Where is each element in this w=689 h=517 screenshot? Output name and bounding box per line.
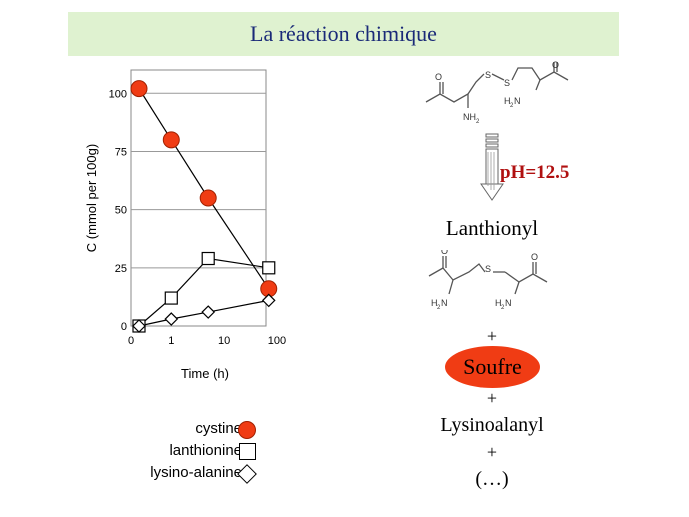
product-other: (…) [475, 468, 509, 490]
data-point-lanthionine [164, 291, 178, 305]
gridlines [131, 92, 266, 269]
data-point-lysino-alanine [261, 293, 276, 308]
lanthionyl-structure: O S O H 2 N H 2 N [428, 250, 548, 311]
y-tick-label: 25 [115, 263, 127, 275]
y-axis-label: C (mmol per 100g) [84, 144, 99, 252]
cystine-structure: O S S O NH 2 H 2 N [425, 60, 569, 125]
y-tick-label: 50 [115, 205, 127, 217]
data-point-lysino-alanine [201, 305, 216, 319]
mid-s-label: S [485, 264, 491, 274]
top-nh2-left-label: NH [463, 112, 476, 122]
legend-item-cystine: cystine [128, 418, 268, 440]
data-point-lysino-alanine [164, 312, 179, 326]
product-lysinoalanyl: Lysinoalanyl [440, 414, 544, 436]
mid-nh-left-sub: 2 [437, 305, 441, 311]
x-axis-label: Time (h) [181, 366, 229, 381]
legend-label-cystine: cystine [195, 420, 242, 437]
data-point-cystine [199, 189, 217, 207]
data-point-lysino-alanine [132, 319, 146, 333]
plot-area: 0 25 50 75 100 0 1 10 100 [109, 69, 286, 347]
legend-label-lanthionine: lanthionine [169, 442, 242, 459]
y-tick-label: 0 [121, 321, 127, 333]
top-s1-label: S [485, 70, 491, 80]
data-point-lanthionine [201, 251, 215, 266]
top-o2-label: O [552, 60, 559, 70]
series-line-cystine [138, 88, 270, 290]
line-chart: 0 25 50 75 100 0 1 10 100 C (mmol per 100g) Tim… [84, 69, 286, 381]
y-tick-label: 100 [109, 88, 127, 100]
top-nh2-right-n: N [514, 96, 521, 106]
series-line-lanthionine [138, 257, 269, 327]
mid-nh-right-label: H [495, 298, 502, 308]
data-point-lanthionine [262, 261, 276, 275]
x-tick-label: 0 [128, 335, 134, 347]
legend-label-lysino-alanine: lysino-alanine [150, 464, 242, 481]
lanthionyl-bonds [428, 256, 548, 295]
top-nh2-right-label: H [504, 96, 511, 106]
plus-sign-1: + [486, 326, 498, 346]
chart-legend: cystine lanthionine lysino-alanine [128, 418, 268, 484]
data-point-cystine [130, 80, 148, 98]
mid-nh-right-n: N [505, 298, 512, 308]
mid-o2-label: O [531, 252, 538, 262]
x-tick-label: 10 [218, 335, 230, 347]
y-tick-labels: 0 25 50 75 100 [109, 88, 127, 333]
x-tick-label: 1 [168, 335, 174, 347]
ph-condition: pH=12.5 [500, 162, 570, 183]
data-point-cystine [162, 131, 180, 149]
plus-sign-3: + [486, 442, 498, 462]
y-tick-label: 75 [115, 146, 127, 158]
product-lanthionyl: Lanthionyl [445, 216, 539, 240]
mid-nh-left-label: H [431, 298, 438, 308]
x-tick-label: 100 [268, 335, 286, 347]
mid-nh-right-sub: 2 [501, 305, 505, 311]
series-line-lysino-alanine [138, 299, 269, 327]
x-tick-labels: 0 1 10 100 [128, 335, 286, 347]
mid-nh-left-n: N [441, 298, 448, 308]
reaction-arrow-icon [480, 133, 504, 201]
circle-marker-icon [238, 421, 256, 439]
plus-sign-2: + [486, 388, 498, 408]
product-soufre: Soufre [445, 346, 540, 388]
title-banner: La réaction chimique [68, 12, 619, 56]
square-marker-icon [239, 443, 256, 460]
legend-item-lanthionine: lanthionine [128, 440, 268, 462]
slide-title: La réaction chimique [250, 21, 437, 46]
series-layer [130, 80, 278, 333]
top-nh2-right-sub: 2 [510, 103, 514, 109]
top-nh2-left-sub: 2 [476, 119, 480, 125]
cystine-bonds [425, 62, 569, 108]
legend-item-lysino-alanine: lysino-alanine [128, 462, 268, 484]
mid-o1-label: O [441, 250, 448, 256]
top-o1-label: O [435, 72, 442, 82]
product-soufre-label: Soufre [463, 354, 522, 379]
top-s2-label: S [504, 78, 510, 88]
